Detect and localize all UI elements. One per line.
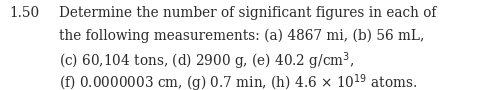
Text: (c) 60,104 tons, (d) 2900 g, (e) 40.2 g/cm$^3$,: (c) 60,104 tons, (d) 2900 g, (e) 40.2 g/… xyxy=(59,50,354,72)
Text: 1.50: 1.50 xyxy=(9,6,39,20)
Text: Determine the number of significant figures in each of: Determine the number of significant figu… xyxy=(59,6,436,20)
Text: (f) 0.0000003 cm, (g) 0.7 min, (h) 4.6 $\times$ 10$^{19}$ atoms.: (f) 0.0000003 cm, (g) 0.7 min, (h) 4.6 $… xyxy=(59,72,417,90)
Text: the following measurements: (a) 4867 mi, (b) 56 mL,: the following measurements: (a) 4867 mi,… xyxy=(59,28,424,43)
